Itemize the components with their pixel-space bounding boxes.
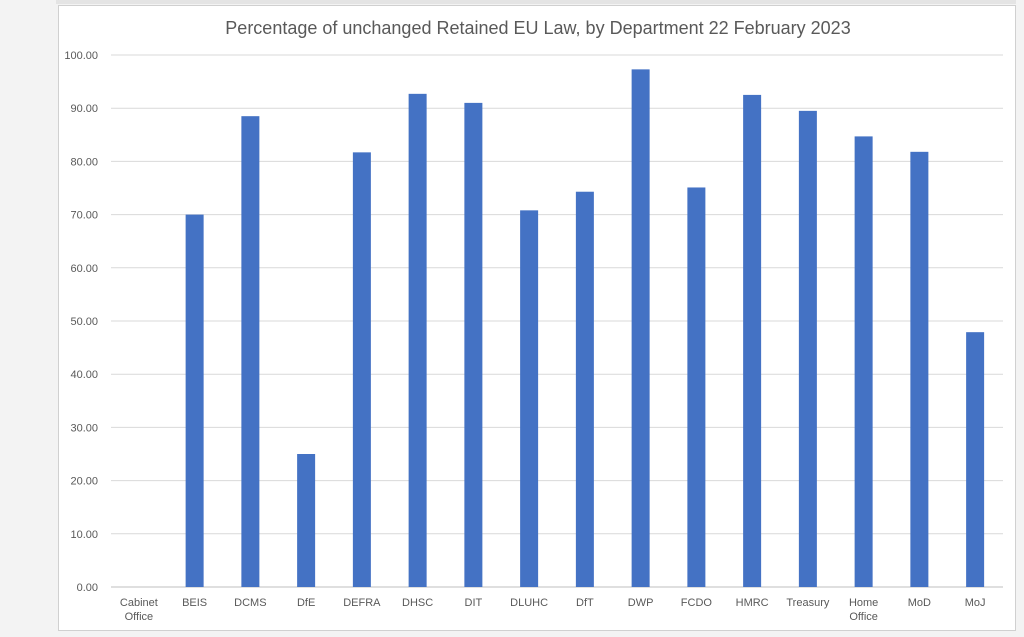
bar[interactable] [408,93,427,587]
bar[interactable] [687,187,706,587]
y-tick-label: 30.00 [70,422,98,434]
bar[interactable] [910,151,929,587]
bar[interactable] [464,102,483,587]
x-tick-label: HMRC [736,597,769,609]
x-tick-label: Home [849,597,878,609]
x-tick-label: Cabinet [120,597,158,609]
worksheet-gutter [0,0,56,637]
y-tick-label: 10.00 [70,529,98,541]
y-tick-label: 50.00 [70,316,98,328]
y-tick-label: 0.00 [77,582,98,594]
x-tick-label: DfE [297,597,315,609]
sheet-top-strip [0,0,1024,4]
bar[interactable] [798,110,817,588]
x-tick-label: DfT [576,597,594,609]
y-tick-label: 20.00 [70,476,98,488]
x-tick-label: FCDO [681,597,713,609]
x-tick-label: BEIS [182,597,207,609]
x-tick-label: Office [125,611,154,623]
x-tick-label: DLUHC [510,597,548,609]
bar[interactable] [966,332,985,587]
x-tick-label: Office [849,611,878,623]
bar[interactable] [743,94,762,588]
bars [185,69,985,588]
y-tick-label: 90.00 [70,103,98,115]
bar[interactable] [297,454,316,587]
bar[interactable] [185,214,204,587]
x-tick-label: Treasury [786,597,829,609]
x-tick-label: DCMS [234,597,266,609]
y-tick-label: 70.00 [70,210,98,222]
x-tick-label: DWP [628,597,654,609]
bar[interactable] [241,116,260,588]
worksheet-right-edge [1016,0,1024,637]
x-axis: Cabinet Office BEIS DCMS DfE DEFRA DHSC DIT DLUH… [120,597,986,623]
y-tick-label: 80.00 [70,156,98,168]
bar[interactable] [631,69,650,587]
bar[interactable] [854,136,873,587]
x-tick-label: DEFRA [343,597,381,609]
bar[interactable] [575,191,594,587]
x-tick-label: DHSC [402,597,433,609]
y-axis: 0.00 10.00 20.00 30.00 40.00 50.00 60.00 70.00 8… [64,50,98,594]
gridlines [111,54,1003,588]
x-tick-label: MoD [908,597,931,609]
x-tick-label: MoJ [965,597,986,609]
y-tick-label: 60.00 [70,263,98,275]
bar[interactable] [520,210,539,587]
y-tick-label: 100.00 [64,50,98,62]
bar[interactable] [352,152,371,587]
chart-title: Percentage of unchanged Retained EU Law,… [225,18,850,38]
x-tick-label: DIT [465,597,483,609]
y-tick-label: 40.00 [70,369,98,381]
